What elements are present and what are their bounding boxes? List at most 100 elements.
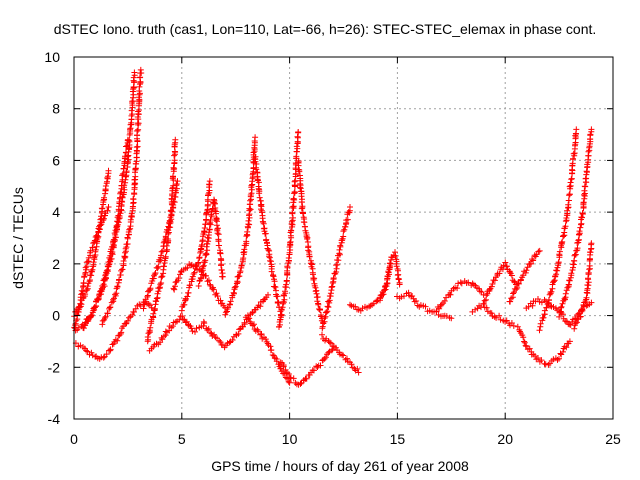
data-point: [164, 236, 171, 242]
data-point: [436, 305, 443, 312]
data-point: [506, 269, 513, 275]
data-point: [159, 273, 166, 280]
data-point: [173, 181, 180, 187]
data-point: [248, 182, 255, 189]
data-point: [162, 328, 169, 335]
data-point: [184, 264, 191, 271]
data-point: [576, 310, 583, 317]
data-point: [536, 327, 543, 334]
data-point: [583, 294, 590, 301]
data-point: [147, 285, 154, 292]
data-point: [328, 347, 335, 354]
data-point: [172, 319, 179, 325]
data-point: [290, 195, 297, 202]
data-point: [256, 194, 263, 201]
data-point: [339, 351, 345, 358]
data-point: [320, 356, 327, 363]
data-point: [94, 232, 101, 239]
data-point: [100, 217, 107, 224]
x-tick-label: 15: [390, 431, 406, 447]
data-point: [212, 207, 219, 214]
data-point: [240, 255, 247, 262]
data-point: [570, 150, 577, 157]
data-point: [102, 183, 109, 189]
data-point: [541, 307, 548, 314]
data-point: [315, 301, 322, 308]
data-point: [120, 165, 127, 172]
data-point: [281, 292, 288, 299]
data-point: [507, 298, 514, 305]
data-point: [588, 126, 595, 133]
data-point: [171, 152, 178, 159]
data-point: [265, 291, 271, 298]
data-point: [101, 194, 107, 201]
data-point: [254, 326, 261, 333]
data-point: [483, 292, 490, 299]
data-point: [287, 239, 293, 246]
data-point: [579, 211, 586, 217]
x-tick-label: 25: [605, 431, 621, 447]
data-point: [588, 240, 595, 247]
data-point: [171, 165, 178, 172]
data-point: [155, 263, 162, 270]
data-point: [571, 325, 578, 332]
data-point: [300, 219, 307, 225]
data-point: [310, 276, 317, 283]
data-point: [341, 226, 348, 233]
data-point: [170, 164, 177, 171]
data-point: [219, 273, 226, 280]
data-point: [153, 298, 160, 305]
data-point: [583, 168, 590, 175]
data-point: [317, 307, 323, 313]
data-point: [196, 254, 203, 261]
data-point: [295, 129, 302, 135]
data-point: [311, 367, 317, 374]
data-point: [112, 234, 119, 241]
grid-lines: [74, 57, 613, 419]
data-point: [277, 359, 284, 366]
data-point: [393, 263, 400, 270]
data-point: [413, 298, 420, 304]
data-point: [409, 293, 416, 299]
data-point: [89, 309, 96, 316]
data-point: [200, 263, 206, 270]
y-tick-label: -2: [48, 359, 61, 375]
data-point: [411, 298, 418, 305]
data-point: [75, 306, 82, 313]
data-point: [232, 283, 239, 290]
data-point: [322, 354, 329, 361]
data-point: [570, 155, 576, 162]
data-point: [483, 304, 490, 311]
data-point: [227, 301, 233, 308]
data-point: [204, 327, 211, 333]
data-point: [150, 310, 157, 317]
data-point: [152, 270, 159, 276]
data-point: [296, 168, 303, 175]
data-point: [405, 289, 412, 296]
x-tick-label: 5: [178, 431, 186, 447]
data-point: [92, 234, 99, 240]
data-point: [565, 201, 572, 208]
data-point: [581, 183, 588, 190]
data-point: [457, 279, 464, 286]
data-point: [257, 303, 264, 310]
data-point: [286, 379, 293, 386]
data-point: [99, 205, 106, 212]
data-point: [104, 310, 111, 317]
data-point: [80, 325, 87, 332]
data-point: [395, 275, 402, 282]
data-point: [193, 325, 200, 332]
data-point: [92, 246, 99, 253]
data-point: [170, 174, 176, 180]
data-point: [514, 323, 521, 330]
data-point: [489, 281, 496, 287]
y-axis-label: dSTEC / TECUs: [10, 187, 26, 289]
data-point: [131, 69, 138, 76]
data-point: [328, 284, 335, 291]
data-point: [189, 328, 196, 335]
data-point: [465, 279, 472, 286]
data-point: [355, 369, 362, 376]
data-point: [215, 231, 222, 238]
data-point: [520, 334, 527, 341]
data-point: [207, 217, 214, 223]
